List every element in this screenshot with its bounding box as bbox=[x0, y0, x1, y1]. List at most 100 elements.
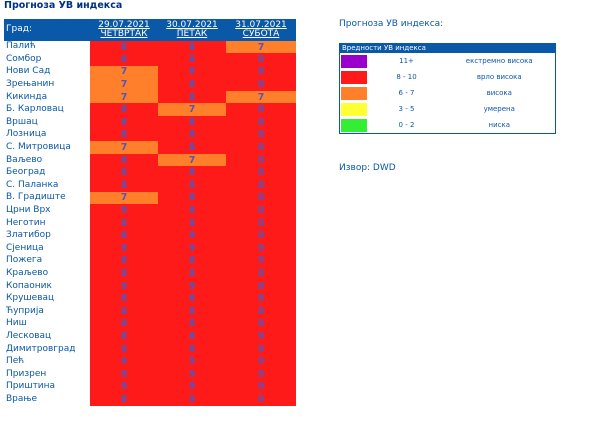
uv-value-cell: 8 bbox=[226, 216, 296, 230]
legend-swatch-cell bbox=[340, 69, 370, 85]
table-row: Б. Карловац 8 7 8 bbox=[4, 103, 296, 117]
uv-value-cell: 9 bbox=[90, 367, 158, 381]
uv-value-cell: 8 bbox=[226, 304, 296, 318]
city-name: Црни Врх bbox=[4, 204, 90, 218]
city-name: Ваљево bbox=[4, 153, 90, 167]
table-row: Београд 8 8 8 bbox=[4, 166, 296, 180]
uv-value-cell: 9 bbox=[226, 229, 296, 242]
legend-swatch-cell bbox=[340, 85, 370, 101]
uv-value-cell: 8 bbox=[226, 141, 296, 154]
table-row: Врање 8 9 9 bbox=[4, 393, 296, 407]
uv-value-cell: 8 bbox=[158, 342, 226, 356]
uv-value-cell: 8 bbox=[90, 166, 158, 180]
city-name: Копаоник bbox=[4, 279, 90, 293]
uv-value-cell: 9 bbox=[226, 393, 296, 406]
table-row: В. Градиште 7 8 8 bbox=[4, 191, 296, 205]
legend-row: 3 - 5 умерена bbox=[340, 101, 556, 117]
legend-row: 0 - 2 ниска bbox=[340, 117, 556, 134]
legend-swatch-cell bbox=[340, 53, 370, 69]
uv-value-cell: 9 bbox=[158, 355, 226, 368]
table-row: С. Митровица 7 8 8 bbox=[4, 141, 296, 155]
uv-value-cell: 8 bbox=[226, 204, 296, 217]
table-row: Зрењанин 7 8 8 bbox=[4, 78, 296, 92]
uv-value-cell: 9 bbox=[158, 279, 226, 293]
uv-value-cell: 8 bbox=[90, 267, 158, 280]
uv-value-cell: 9 bbox=[158, 229, 226, 242]
uv-value-cell: 8 bbox=[226, 128, 296, 142]
city-name: Ћуприја bbox=[4, 304, 90, 319]
day-date-link[interactable]: 29.07.2021 bbox=[98, 19, 150, 30]
uv-value-cell: 9 bbox=[90, 380, 158, 394]
city-name: Пећ bbox=[4, 355, 90, 369]
uv-value-cell: 8 bbox=[226, 179, 296, 192]
table-row: Лозница 8 8 8 bbox=[4, 128, 296, 142]
day-column-header[interactable]: 30.07.2021 ПЕТАК bbox=[158, 19, 226, 41]
city-name: С. Паланка bbox=[4, 179, 90, 193]
table-row: Кикинда 7 8 7 bbox=[4, 90, 296, 104]
table-row: Палић 8 8 7 bbox=[4, 41, 296, 54]
day-date-link[interactable]: 31.07.2021 bbox=[235, 19, 287, 30]
uv-value-cell: 9 bbox=[226, 330, 296, 343]
legend-swatch-cell bbox=[340, 101, 370, 117]
uv-value-cell: 8 bbox=[90, 103, 158, 117]
uv-value-cell: 8 bbox=[90, 179, 158, 192]
legend-color-swatch bbox=[341, 70, 367, 84]
city-name: Димитровград bbox=[4, 342, 90, 356]
uv-value-cell: 8 bbox=[226, 65, 296, 79]
uv-value-cell: 9 bbox=[226, 380, 296, 394]
uv-value-cell: 9 bbox=[90, 342, 158, 356]
uv-value-cell: 8 bbox=[158, 78, 226, 91]
city-name: Призрен bbox=[4, 367, 90, 382]
source-label: Извор: DWD bbox=[339, 163, 396, 173]
city-name: Приштина bbox=[4, 380, 90, 394]
uv-legend-table: Вредности УВ индекса 11+ екстремно висока… bbox=[339, 43, 557, 134]
table-row: Ћуприја 8 8 8 bbox=[4, 304, 296, 319]
city-name: Кикинда bbox=[4, 90, 90, 104]
uv-value-cell: 7 bbox=[90, 90, 158, 104]
legend-range: 6 - 7 bbox=[398, 89, 415, 97]
uv-value-cell: 7 bbox=[226, 41, 296, 54]
day-name-link[interactable]: ЧЕТВРТАК bbox=[100, 29, 148, 39]
uv-value-cell: 7 bbox=[90, 191, 158, 205]
table-row: Ниш 8 8 8 bbox=[4, 317, 296, 331]
day-name-link[interactable]: СУБОТА bbox=[242, 29, 280, 39]
uv-value-cell: 9 bbox=[226, 342, 296, 356]
uv-value-cell: 9 bbox=[90, 355, 158, 368]
table-row: Краљево 8 8 8 bbox=[4, 267, 296, 281]
legend-header: Вредности УВ индекса bbox=[339, 43, 556, 53]
legend-color-swatch bbox=[341, 102, 367, 116]
table-row: Крушевац 8 8 8 bbox=[4, 292, 296, 306]
uv-value-cell: 8 bbox=[158, 116, 226, 129]
uv-value-cell: 9 bbox=[158, 242, 226, 255]
city-name: В. Градиште bbox=[4, 191, 90, 205]
uv-value-cell: 9 bbox=[90, 204, 158, 217]
uv-value-cell: 8 bbox=[158, 254, 226, 268]
city-name: Лесковац bbox=[4, 330, 90, 344]
day-column-header[interactable]: 29.07.2021 ЧЕТВРТАК bbox=[90, 19, 158, 41]
uv-value-cell: 8 bbox=[226, 116, 296, 129]
uv-value-cell: 8 bbox=[90, 116, 158, 129]
table-row: Димитровград 9 8 9 bbox=[4, 342, 296, 356]
city-name: Врање bbox=[4, 393, 90, 407]
legend-row: 8 - 10 врло висока bbox=[340, 69, 556, 85]
day-column-header[interactable]: 31.07.2021 СУБОТА bbox=[226, 19, 296, 41]
day-name-link[interactable]: ПЕТАК bbox=[176, 29, 208, 39]
legend-label: висока bbox=[486, 89, 512, 97]
uv-value-cell: 8 bbox=[158, 292, 226, 305]
table-row: Лесковац 8 8 9 bbox=[4, 330, 296, 344]
city-name: Сомбор bbox=[4, 53, 90, 67]
uv-value-cell: 8 bbox=[90, 153, 158, 167]
uv-value-cell: 8 bbox=[226, 292, 296, 305]
uv-value-cell: 8 bbox=[158, 330, 226, 343]
day-date-link[interactable]: 30.07.2021 bbox=[166, 19, 218, 30]
legend-color-swatch bbox=[341, 118, 367, 132]
uv-value-cell: 8 bbox=[158, 41, 226, 54]
uv-value-cell: 8 bbox=[226, 103, 296, 117]
city-column-header: Град: bbox=[4, 19, 90, 41]
table-row: С. Паланка 8 8 8 bbox=[4, 179, 296, 193]
uv-value-cell: 8 bbox=[158, 166, 226, 180]
city-name: Крушевац bbox=[4, 292, 90, 306]
city-name: Неготин bbox=[4, 216, 90, 230]
table-header-row: Град: 29.07.2021 ЧЕТВРТАК 30.07.2021 ПЕТ… bbox=[4, 19, 296, 41]
uv-value-cell: 9 bbox=[226, 254, 296, 268]
